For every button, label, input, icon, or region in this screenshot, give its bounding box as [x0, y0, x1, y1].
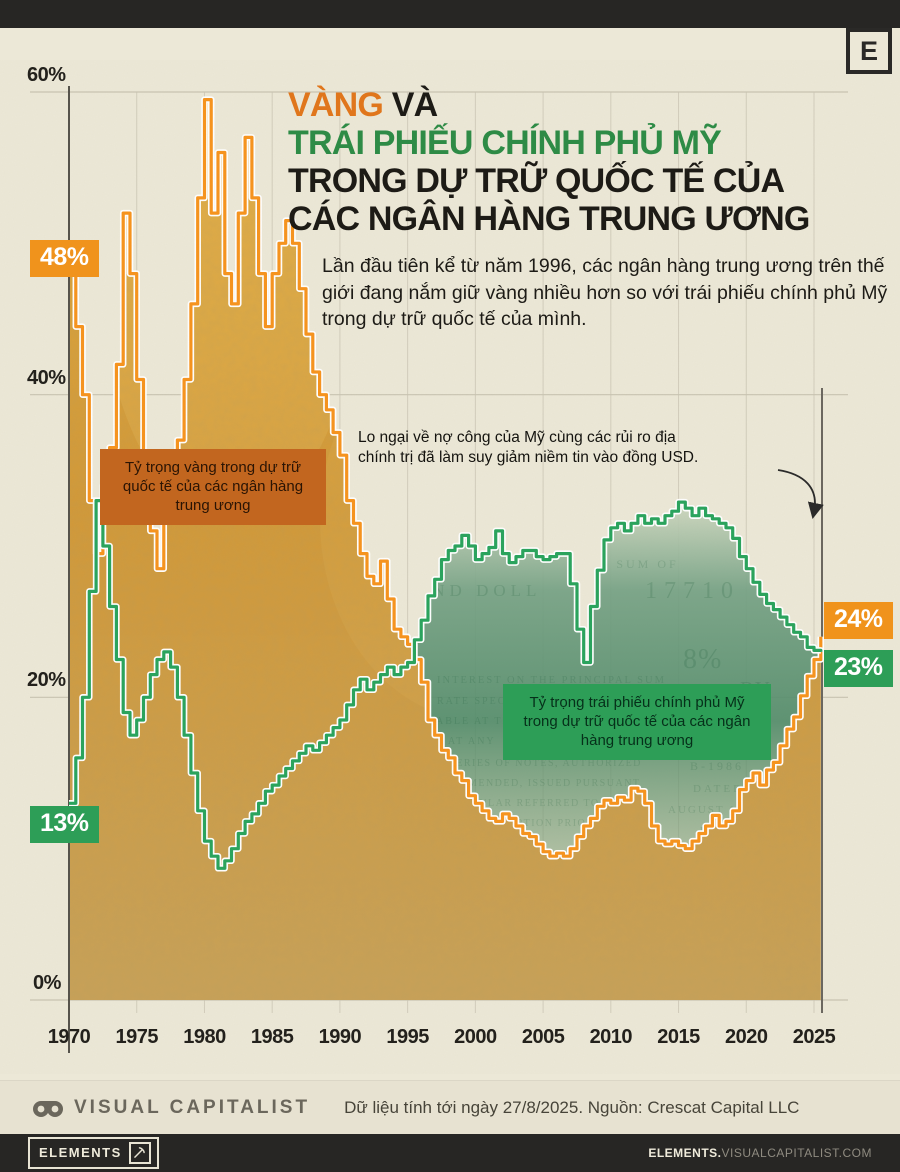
x-axis-tick-label: 1975: [115, 1026, 158, 1048]
title-gold-word: VÀNG: [288, 86, 384, 124]
x-axis-tick-label: 1985: [250, 1026, 294, 1048]
title-line-3: TRONG DỰ TRỮ QUỐC TẾ CỦA: [288, 162, 785, 200]
bond-start-value-badge: 13%: [30, 806, 99, 843]
gold-end-value-badge: 24%: [824, 602, 893, 639]
annotation-line-1: Lo ngại về nợ công của Mỹ cùng các rủi r…: [358, 429, 676, 446]
x-axis-tick-label: 2020: [725, 1026, 768, 1048]
elements-badge: ELEMENTS: [28, 1136, 159, 1169]
title-line-2: TRÁI PHIẾU CHÍNH PHỦ MỸ: [288, 124, 722, 162]
brand-name: VISUAL CAPITALIST: [74, 1096, 311, 1118]
x-axis-tick-label: 1990: [318, 1026, 362, 1048]
title-line-4: CÁC NGÂN HÀNG TRUNG ƯƠNG: [288, 200, 810, 238]
y-axis-tick-label: 0%: [33, 972, 61, 994]
bond-series-label: Tỷ trọng trái phiếu chính phủ Mỹ trong d…: [503, 684, 771, 760]
x-axis-tick-label: 1980: [183, 1026, 226, 1048]
visual-capitalist-goggles-icon: [33, 1100, 63, 1117]
website-url: ELEMENTS.VISUALCAPITALIST.COM: [648, 1145, 872, 1160]
annotation-line-2: chính trị đã làm suy giảm niềm tin vào đ…: [358, 449, 699, 467]
gold-series-label: Tỷ trọng vàng trong dự trữ quốc tế của c…: [100, 449, 326, 525]
x-axis-tick-label: 2015: [657, 1026, 700, 1048]
x-axis-tick-label: 1995: [386, 1026, 429, 1048]
x-axis-tick-label: 2000: [454, 1026, 497, 1048]
bottom-bar: ELEMENTS ELEMENTS.VISUALCAPITALIST.COM: [0, 1133, 900, 1172]
gold-start-value-badge: 48%: [30, 240, 99, 277]
x-axis-tick-label: 2010: [589, 1026, 633, 1048]
bond-end-value-badge: 23%: [824, 650, 893, 687]
page-title: VÀNG VÀ TRÁI PHIẾU CHÍNH PHỦ MỸ TRONG DỰ…: [288, 86, 888, 238]
y-axis-tick-label: 20%: [27, 669, 66, 692]
pickaxe-icon: [128, 1141, 151, 1164]
x-axis-tick-label: 2005: [521, 1026, 565, 1048]
x-axis-tick-label: 1970: [47, 1026, 91, 1048]
y-axis-tick-label: 60%: [27, 64, 66, 86]
elements-label: ELEMENTS: [39, 1145, 122, 1160]
title-line-1: VÀNG VÀ: [288, 86, 438, 124]
subtitle: Lần đầu tiên kể từ năm 1996, các ngân hà…: [322, 255, 888, 331]
elements-corner-logo: E: [846, 28, 892, 74]
annotation-text: Lo ngại về nợ công của Mỹ cùng các rủi r…: [358, 428, 832, 469]
source-text: Dữ liệu tính tới ngày 27/8/2025. Nguồn: …: [344, 1097, 800, 1117]
y-axis-tick-label: 40%: [27, 366, 66, 389]
top-bar: [0, 0, 900, 28]
x-axis-tick-label: 2025: [792, 1026, 836, 1048]
visual-capitalist-logo: VISUAL CAPITALIST: [30, 1095, 310, 1121]
paper-grain: [0, 60, 900, 1074]
footer: VISUAL CAPITALIST Dữ liệu tính tới ngày …: [0, 1080, 900, 1134]
